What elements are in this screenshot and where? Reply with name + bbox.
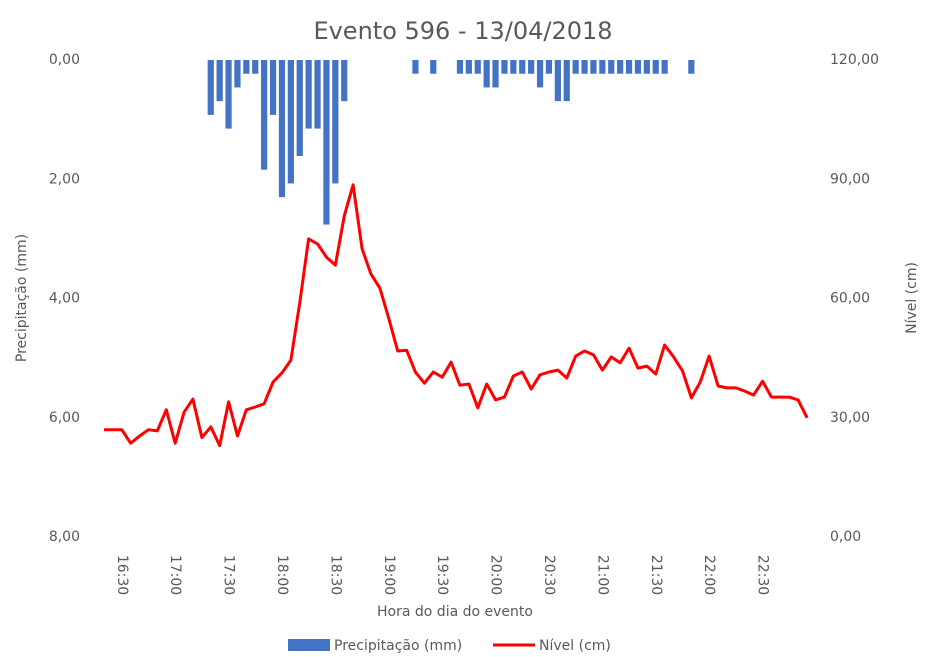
bar [430, 60, 437, 74]
bar [634, 60, 642, 74]
x-tick-label: 19:30 [434, 555, 450, 595]
y2-tick-label: 30,00 [830, 410, 870, 426]
x-tick-label: 17:00 [167, 555, 183, 595]
bar [261, 60, 268, 170]
bar [608, 60, 615, 74]
bar [216, 60, 223, 102]
bar [528, 60, 535, 74]
x-tick-label: 18:00 [274, 555, 290, 595]
bar [305, 60, 312, 129]
x-tick-label: 19:00 [381, 555, 397, 595]
bar [474, 60, 481, 74]
bar [314, 60, 321, 129]
x-axis-title: Hora do dia do evento [377, 604, 533, 620]
x-tick-label: 21:00 [594, 555, 610, 595]
bar [412, 60, 419, 74]
x-tick-label: 16:30 [114, 555, 130, 595]
y-tick-label: 0,00 [49, 52, 80, 68]
bar [465, 60, 472, 74]
bar [625, 60, 633, 74]
bar [545, 60, 553, 74]
y-tick-label: 6,00 [49, 410, 80, 426]
bar [234, 60, 241, 88]
line [104, 183, 809, 448]
bar [278, 60, 286, 198]
x-tick-label: 17:30 [221, 555, 237, 595]
bar [519, 60, 526, 74]
bar [456, 60, 464, 74]
bar [536, 60, 544, 88]
chart-title: Evento 596 - 13/04/2018 [313, 17, 612, 45]
x-tick-label: 20:30 [541, 555, 557, 595]
bar [207, 60, 214, 115]
bar [287, 60, 294, 184]
y2-axis-title: Nível (cm) [904, 262, 920, 334]
bar [243, 60, 250, 74]
bar [501, 60, 508, 74]
bar [323, 60, 330, 225]
x-tick-label: 22:00 [701, 555, 717, 595]
bar [252, 60, 259, 74]
bar [492, 60, 499, 88]
bar [554, 60, 561, 102]
bar [572, 60, 579, 74]
x-tick-label: 18:30 [327, 555, 343, 595]
y2-tick-label: 0,00 [830, 529, 861, 545]
bar [296, 60, 303, 156]
x-tick-label: 21:30 [648, 555, 664, 595]
bar [688, 60, 695, 74]
bar [652, 60, 659, 74]
bar [332, 60, 339, 184]
x-tick-label: 20:00 [488, 555, 504, 595]
y2-tick-label: 60,00 [830, 291, 870, 307]
bar [483, 60, 490, 88]
bar [563, 60, 570, 102]
y-tick-label: 2,00 [49, 171, 80, 187]
y-tick-label: 8,00 [49, 529, 80, 545]
y-axis-title: Precipitação (mm) [14, 234, 30, 362]
bar [599, 60, 606, 74]
bar [269, 60, 277, 115]
bar [581, 60, 588, 74]
bar [510, 60, 517, 74]
bar [590, 60, 597, 74]
bar [661, 60, 668, 74]
legend-label: Precipitação (mm) [334, 638, 462, 654]
y2-tick-label: 90,00 [830, 171, 870, 187]
legend-swatch [288, 639, 330, 651]
y-tick-label: 4,00 [49, 291, 80, 307]
bar [225, 60, 232, 129]
x-tick-label: 22:30 [755, 555, 771, 595]
legend-label: Nível (cm) [539, 638, 611, 654]
y2-tick-label: 120,00 [830, 52, 879, 68]
bar [341, 60, 348, 102]
bar [643, 60, 650, 74]
bar [617, 60, 624, 74]
